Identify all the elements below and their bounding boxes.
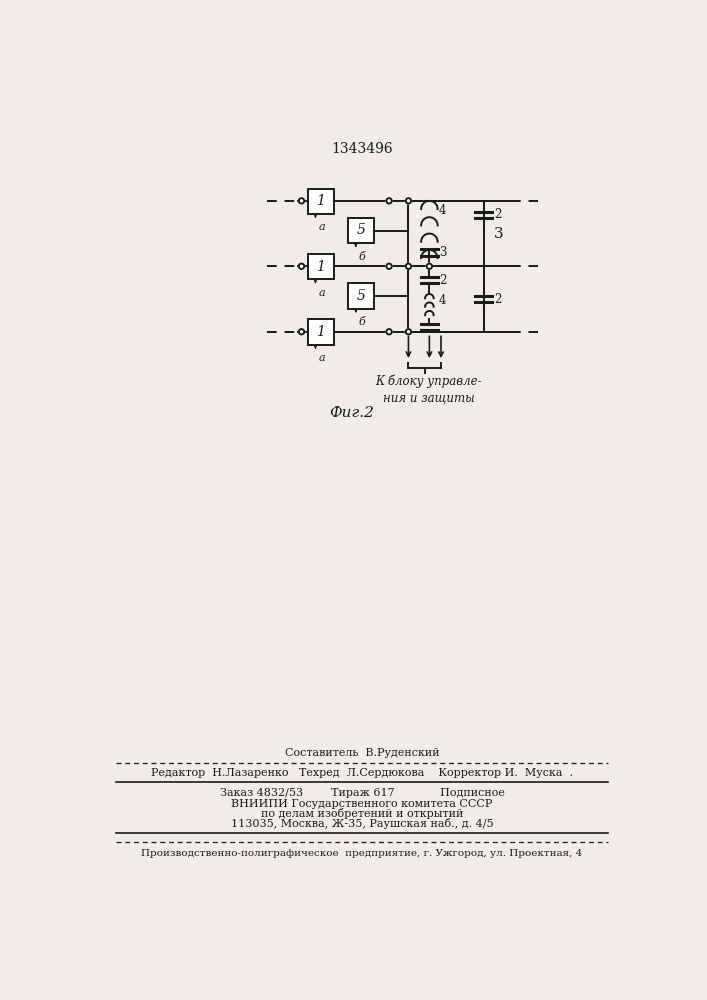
Text: б: б [358,252,366,262]
Text: 1343496: 1343496 [331,142,393,156]
Text: 113035, Москва, Ж-35, Раушская наб., д. 4/5: 113035, Москва, Ж-35, Раушская наб., д. … [230,818,493,829]
Text: 1: 1 [317,325,325,339]
Text: 3: 3 [493,227,503,241]
Circle shape [386,198,392,204]
FancyBboxPatch shape [348,283,374,309]
FancyBboxPatch shape [308,254,334,279]
Circle shape [299,329,304,334]
Text: 2: 2 [493,208,501,221]
Text: Производственно-полиграфическое  предприятие, г. Ужгород, ул. Проектная, 4: Производственно-полиграфическое предприя… [141,849,583,858]
Text: Заказ 4832/53        Тираж 617             Подписное: Заказ 4832/53 Тираж 617 Подписное [219,788,504,798]
Text: a: a [318,288,325,298]
Circle shape [299,264,304,269]
Text: 5: 5 [357,289,366,303]
Circle shape [386,264,392,269]
Text: 2: 2 [493,293,501,306]
Circle shape [406,198,411,204]
Circle shape [299,198,304,204]
Circle shape [386,329,392,334]
FancyBboxPatch shape [308,189,334,214]
Text: по делам изобретений и открытий: по делам изобретений и открытий [261,808,463,819]
FancyBboxPatch shape [308,319,334,345]
Text: 5: 5 [357,223,366,237]
Text: 2: 2 [440,274,447,287]
Text: Фиг.2: Фиг.2 [329,406,374,420]
Text: 1: 1 [317,260,325,274]
Text: 4: 4 [438,204,446,217]
Text: б: б [358,317,366,327]
Text: a: a [318,222,325,232]
Text: a: a [318,353,325,363]
Text: Редактор  Н.Лазаренко   Техред  Л.Сердюкова    Корректор И.  Муска  .: Редактор Н.Лазаренко Техред Л.Сердюкова … [151,768,573,778]
Circle shape [406,329,411,334]
Text: К блоку управле-
ния и защиты: К блоку управле- ния и защиты [375,374,482,405]
Text: 4: 4 [438,294,446,307]
Text: 3: 3 [440,246,447,259]
Text: ВНИИПИ Государственного комитета СССР: ВНИИПИ Государственного комитета СССР [231,799,493,809]
Circle shape [426,264,432,269]
Text: Составитель  В.Руденский: Составитель В.Руденский [285,748,439,758]
FancyBboxPatch shape [348,218,374,243]
Circle shape [406,264,411,269]
Text: 1: 1 [317,194,325,208]
